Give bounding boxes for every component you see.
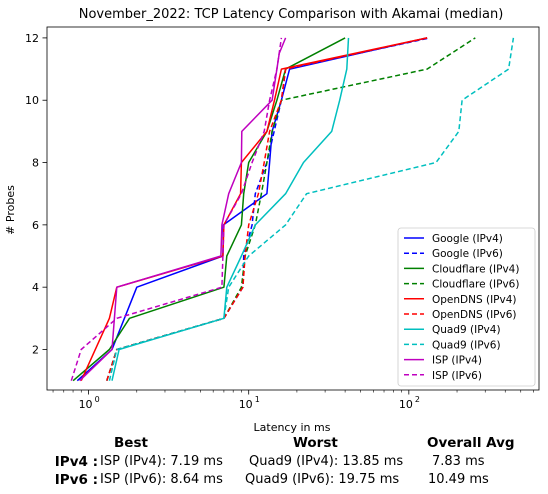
summary-row-ipv4-avg: 7.83 ms <box>432 454 485 469</box>
y-tick-label: 10 <box>25 94 39 107</box>
legend-box <box>397 227 536 387</box>
series-line-0 <box>76 37 428 382</box>
x-axis-label: Latency in ms <box>254 421 331 434</box>
series-line-4 <box>80 37 428 382</box>
summary-row-ipv4-label: IPv4 : <box>54 454 98 470</box>
summary-row-ipv4-worst: Quad9 (IPv4): 13.85 ms <box>249 454 404 469</box>
series-line-1 <box>106 37 430 381</box>
summary-header-best: Best <box>114 435 148 451</box>
summary-row-ipv6-best: ISP (IPv6): 8.64 ms <box>100 472 223 487</box>
x-tick-label: 10 <box>399 398 413 411</box>
x-tick-exponent: 1 <box>255 395 260 404</box>
legend-label-2: Cloudflare (IPv4) <box>432 263 519 275</box>
summary-row-ipv6-label: IPv6 : <box>54 472 98 488</box>
chart-title: November_2022: TCP Latency Comparison wi… <box>79 7 504 22</box>
x-tick-exponent: 2 <box>415 395 420 404</box>
series-line-5 <box>106 37 428 381</box>
legend-label-4: OpenDNS (IPv4) <box>432 294 517 306</box>
legend-label-1: Google (IPv6) <box>432 248 503 260</box>
series-line-8 <box>79 37 287 382</box>
y-axis-label: # Probes <box>4 185 17 235</box>
y-tick-label: 12 <box>25 32 39 45</box>
series-line-2 <box>72 37 346 382</box>
legend-label-7: Quad9 (IPv6) <box>432 339 501 351</box>
summary-header-avg: Overall Avg <box>427 435 515 451</box>
legend-label-0: Google (IPv4) <box>432 233 503 245</box>
y-tick-label: 6 <box>32 219 39 232</box>
series-line-6 <box>111 37 350 381</box>
summary-row-ipv4-best: ISP (IPv4): 7.19 ms <box>100 454 223 469</box>
legend-label-8: ISP (IPv4) <box>432 355 482 367</box>
plot-frame <box>46 26 540 391</box>
x-tick-label: 10 <box>79 398 93 411</box>
series-line-9 <box>70 37 283 381</box>
legend-label-3: Cloudflare (IPv6) <box>432 279 519 291</box>
y-tick-label: 2 <box>32 343 39 356</box>
x-tick-exponent: 0 <box>95 395 100 404</box>
y-tick-label: 4 <box>32 281 39 294</box>
y-tick-label: 8 <box>32 157 39 170</box>
legend-label-5: OpenDNS (IPv6) <box>432 309 517 321</box>
series-line-3 <box>106 37 476 381</box>
legend-label-6: Quad9 (IPv4) <box>432 324 501 336</box>
summary-row-ipv6-avg: 10.49 ms <box>428 472 489 487</box>
summary-header-worst: Worst <box>293 435 338 451</box>
legend-label-9: ISP (IPv6) <box>432 370 482 382</box>
summary-row-ipv6-worst: Quad9 (IPv6): 19.75 ms <box>245 472 400 487</box>
x-tick-label: 10 <box>239 398 253 411</box>
